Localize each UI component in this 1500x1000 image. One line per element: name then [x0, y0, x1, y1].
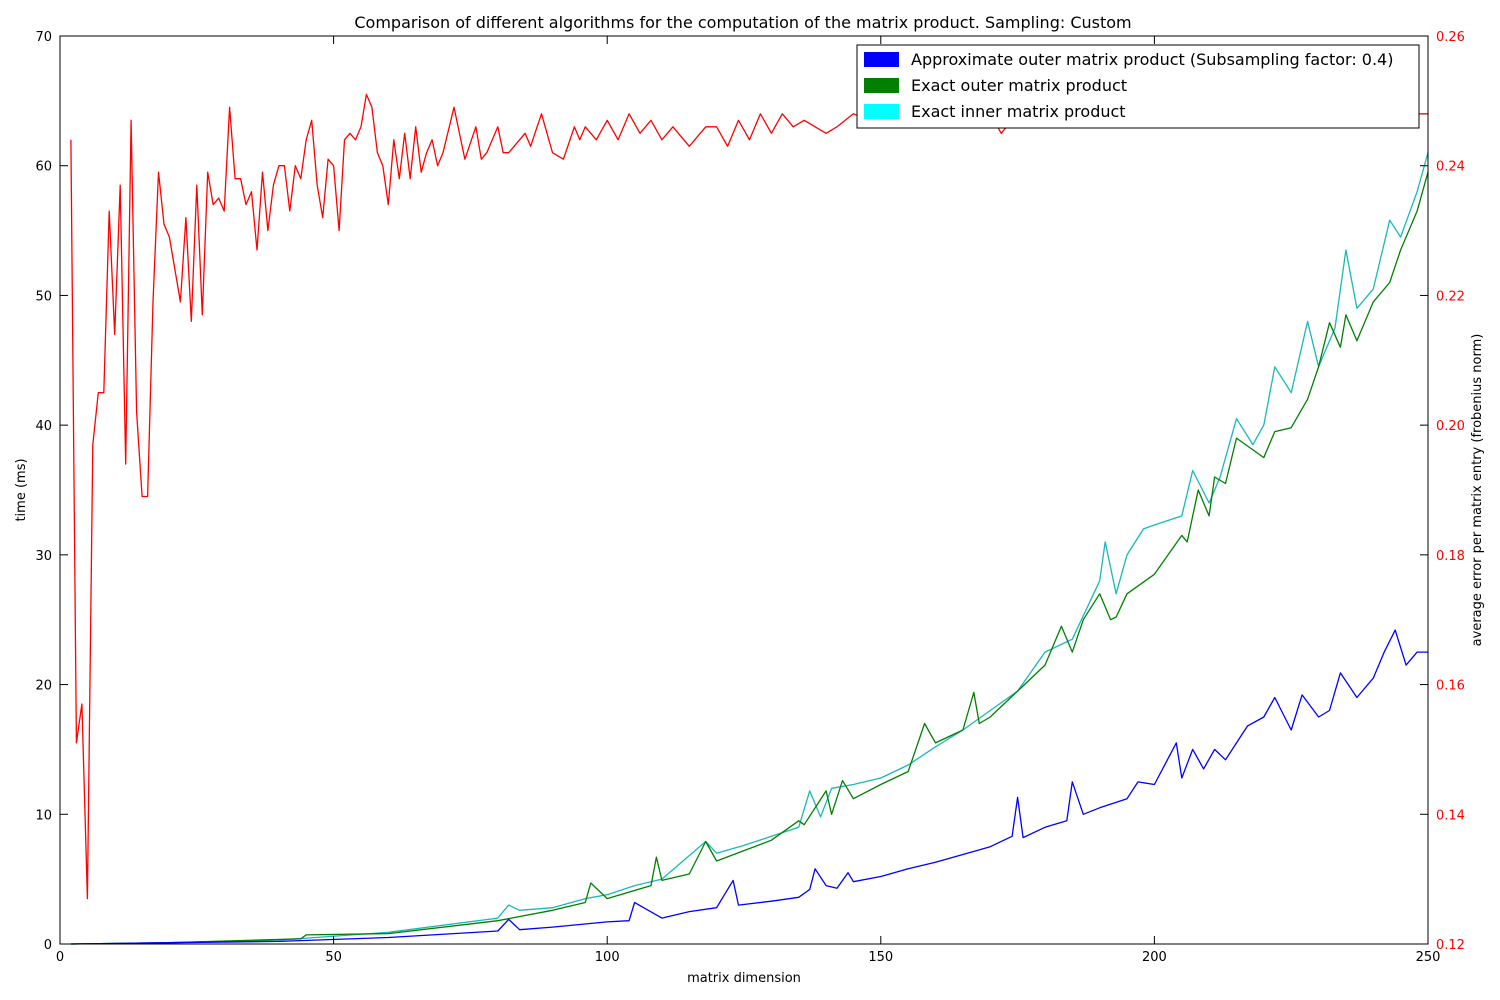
y2-tick-label: 0.22 — [1436, 289, 1465, 304]
y2-tick-label: 0.24 — [1436, 160, 1465, 175]
legend-swatch — [864, 104, 899, 119]
y2-tick-label: 0.20 — [1436, 419, 1465, 434]
series-line-0 — [70, 152, 1429, 945]
legend-label: Exact outer matrix product — [911, 76, 1127, 95]
series-line-1 — [70, 172, 1429, 945]
y-axis-right: 0.12 0.14 0.16 0.18 0.20 0.22 0.24 0.26 — [1420, 30, 1465, 953]
series-layer — [70, 93, 1429, 945]
x-tick-label: 150 — [868, 950, 893, 965]
series-line-3 — [70, 93, 1428, 900]
y2-axis-label: average error per matrix entry (frobeniu… — [1470, 334, 1485, 647]
y-tick-label: 40 — [35, 419, 52, 434]
y2-tick-label: 0.12 — [1436, 938, 1465, 953]
legend-swatch — [864, 78, 899, 93]
y-axis-left: 0 10 20 30 40 50 60 70 — [35, 30, 68, 953]
y-tick-label: 30 — [35, 549, 52, 564]
chart-title: Comparison of different algorithms for t… — [354, 13, 1131, 32]
y-tick-label: 20 — [35, 679, 52, 694]
y-tick-label: 0 — [44, 938, 52, 953]
plot-frame — [59, 35, 1429, 945]
x-tick-label: 0 — [56, 950, 64, 965]
y-tick-label: 50 — [35, 289, 52, 304]
y-axis-label: time (ms) — [14, 458, 29, 521]
x-tick-label: 250 — [1416, 950, 1441, 965]
x-axis: 0 50 100 150 200 250 — [56, 36, 1441, 965]
x-tick-label: 200 — [1142, 950, 1167, 965]
y2-tick-label: 0.26 — [1436, 30, 1465, 45]
legend-label: Exact inner matrix product — [911, 102, 1126, 121]
x-tick-label: 100 — [595, 950, 620, 965]
legend-box — [856, 44, 1420, 129]
series-line-2 — [70, 629, 1428, 945]
legend-label: Approximate outer matrix product (Subsam… — [911, 50, 1393, 69]
x-tick-label: 50 — [325, 950, 342, 965]
legend-swatch — [864, 52, 899, 67]
y-tick-label: 70 — [35, 30, 52, 45]
y-tick-label: 10 — [35, 808, 52, 823]
legend: Approximate outer matrix product (Subsam… — [856, 44, 1420, 129]
y2-tick-label: 0.16 — [1436, 679, 1465, 694]
y2-tick-label: 0.14 — [1436, 808, 1465, 823]
x-axis-label: matrix dimension — [687, 971, 801, 986]
y-tick-label: 60 — [35, 160, 52, 175]
y2-tick-label: 0.18 — [1436, 549, 1465, 564]
